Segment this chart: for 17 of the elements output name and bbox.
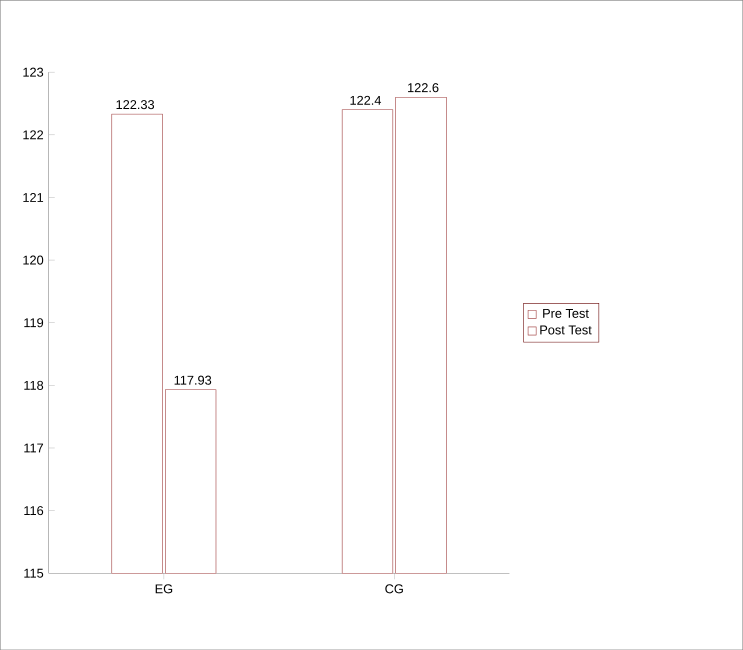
y-tick-label: 116 <box>24 506 44 516</box>
legend-label: Pre Test <box>543 308 589 318</box>
legend-label: Post Test <box>540 325 592 334</box>
y-tick-label: 120 <box>23 255 44 265</box>
y-tick-label: 117 <box>24 443 44 452</box>
data-label: 122.6 <box>408 83 438 92</box>
y-tick-label: 118 <box>24 380 44 390</box>
data-label: 117.93 <box>174 376 212 385</box>
data-label: 122.4 <box>350 96 382 105</box>
y-tick-label: 122 <box>23 130 44 140</box>
y-tick-label: 123 <box>23 68 44 77</box>
y-tick-label: 115 <box>24 568 44 578</box>
y-tick-label: 119 <box>24 318 44 328</box>
x-tick-label: CG <box>385 584 403 594</box>
x-tick-label: EG <box>156 584 172 594</box>
y-tick-label: 121 <box>23 192 44 202</box>
data-label: 122.33 <box>116 100 154 110</box>
